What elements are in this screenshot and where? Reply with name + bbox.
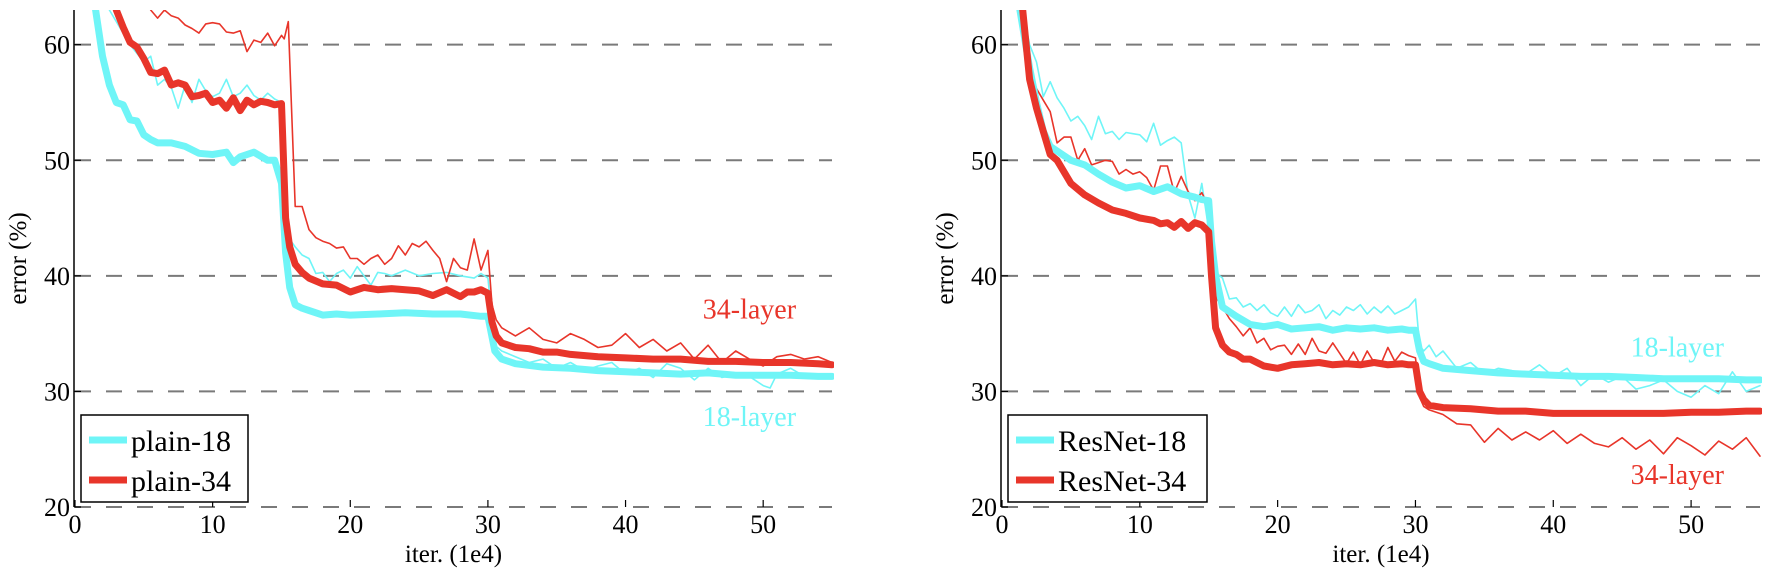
x-tick-label: 10 <box>1127 510 1153 539</box>
x-tick-label: 40 <box>613 510 639 539</box>
x-axis-label: iter. (1e4) <box>1332 541 1429 568</box>
y-tick-label: 30 <box>971 377 997 406</box>
annotation-red: 34-layer <box>1631 460 1725 491</box>
legend-label: ResNet-18 <box>1058 425 1186 458</box>
y-tick-label: 60 <box>44 31 70 60</box>
x-tick-label: 50 <box>1678 510 1704 539</box>
x-tick-label: 20 <box>337 510 363 539</box>
y-tick-label: 20 <box>44 493 70 522</box>
y-tick-label: 20 <box>971 493 997 522</box>
legend: ResNet-18 ResNet-34 <box>1007 414 1208 503</box>
series-line-plain-34-val <box>112 10 834 369</box>
legend-box <box>1007 414 1208 503</box>
plot-plain: 20 30 40 50 60 0 10 20 30 40 50 iter. (1e4) error (%… <box>5 10 834 568</box>
y-tick-label: 40 <box>971 262 997 291</box>
series-line-resnet-34-train <box>1021 10 1761 457</box>
series-line-resnet-18-train <box>1021 10 1761 399</box>
series-line-resnet-18-val <box>1016 10 1762 384</box>
x-axis-label: iter. (1e4) <box>405 541 502 568</box>
x-tick-label: 40 <box>1540 510 1566 539</box>
series-line-plain-18-train <box>108 10 833 389</box>
x-tick-label: 50 <box>750 510 776 539</box>
legend-label: plain-34 <box>131 465 231 498</box>
x-tick-label: 20 <box>1265 510 1291 539</box>
y-tick-label: 50 <box>971 146 997 175</box>
x-tick-label: 30 <box>1402 510 1428 539</box>
x-tick-label: 30 <box>475 510 501 539</box>
annotation-cyan: 18-layer <box>1631 333 1725 364</box>
y-tick-label: 60 <box>971 31 997 60</box>
x-tick-label: 0 <box>69 510 82 539</box>
series-line-plain-18-val <box>92 10 834 380</box>
series-group <box>92 10 834 389</box>
x-tick-label: 10 <box>200 510 226 539</box>
annotation-red: 34-layer <box>703 295 797 326</box>
legend-label: ResNet-34 <box>1058 465 1186 498</box>
legend: plain-18 plain-34 <box>80 414 249 503</box>
legend-label: plain-18 <box>131 425 231 458</box>
plot-resnet: 20 30 40 50 60 0 10 20 30 40 50 iter. (1e4) error (%… <box>932 10 1762 568</box>
x-tick-label: 0 <box>996 510 1009 539</box>
y-tick-label: 40 <box>44 262 70 291</box>
y-tick-label: 50 <box>44 146 70 175</box>
legend-box <box>80 414 249 503</box>
y-axis-label: error (%) <box>932 212 959 304</box>
series-line-resnet-34-val <box>1019 10 1762 417</box>
y-tick-label: 30 <box>44 377 70 406</box>
y-axis-label: error (%) <box>5 212 32 304</box>
series-line-plain-34-train <box>149 10 833 367</box>
annotation-cyan: 18-layer <box>703 402 797 433</box>
series-group <box>1016 10 1762 457</box>
